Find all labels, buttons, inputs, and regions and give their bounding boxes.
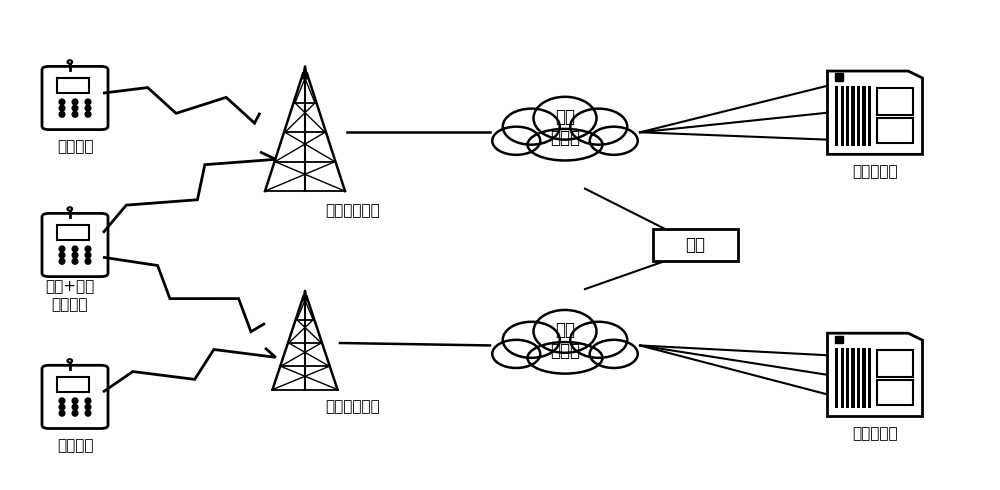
Ellipse shape (59, 99, 65, 105)
Ellipse shape (59, 404, 65, 410)
Ellipse shape (72, 105, 78, 111)
Ellipse shape (85, 411, 91, 416)
Ellipse shape (503, 109, 560, 145)
Ellipse shape (59, 246, 65, 252)
Text: 宽带调度台: 宽带调度台 (852, 164, 898, 179)
Ellipse shape (570, 322, 627, 358)
Bar (877, 350, 913, 377)
Polygon shape (828, 71, 922, 154)
Text: 宽带集群基站: 宽带集群基站 (325, 203, 380, 219)
Bar (652, 229, 738, 261)
Ellipse shape (492, 127, 540, 155)
Ellipse shape (72, 404, 78, 410)
Bar (877, 88, 913, 115)
Bar (835, 86, 838, 146)
Bar (841, 86, 844, 146)
Ellipse shape (85, 398, 91, 404)
Text: 宽带终端: 宽带终端 (57, 140, 93, 155)
Bar (846, 86, 849, 146)
Bar (57, 225, 89, 241)
Ellipse shape (528, 342, 602, 373)
Ellipse shape (85, 246, 91, 252)
Ellipse shape (528, 129, 602, 161)
Ellipse shape (72, 259, 78, 264)
Bar (862, 348, 866, 408)
Ellipse shape (59, 398, 65, 404)
Ellipse shape (59, 259, 65, 264)
Ellipse shape (85, 112, 91, 117)
Ellipse shape (72, 398, 78, 404)
Bar (835, 336, 843, 343)
Ellipse shape (85, 99, 91, 105)
Bar (851, 86, 855, 146)
Ellipse shape (85, 259, 91, 264)
Text: 窄带终端: 窄带终端 (57, 439, 93, 454)
Ellipse shape (590, 127, 638, 155)
Text: 窄带
核心网: 窄带 核心网 (550, 321, 580, 360)
Bar (57, 377, 89, 392)
Ellipse shape (85, 252, 91, 258)
Text: 网关: 网关 (685, 236, 705, 254)
Text: 宽带
核心网: 宽带 核心网 (550, 108, 580, 147)
Bar (857, 86, 860, 146)
Text: 窄带调度台: 窄带调度台 (852, 426, 898, 441)
Bar (868, 86, 871, 146)
Bar (835, 348, 838, 408)
Ellipse shape (503, 322, 560, 358)
Ellipse shape (72, 99, 78, 105)
Bar (851, 348, 855, 408)
Ellipse shape (72, 252, 78, 258)
Ellipse shape (72, 411, 78, 416)
Bar (57, 78, 89, 94)
Ellipse shape (570, 109, 627, 145)
Ellipse shape (67, 60, 72, 64)
Bar (835, 74, 843, 81)
Bar (857, 348, 860, 408)
Ellipse shape (534, 310, 596, 353)
FancyBboxPatch shape (42, 214, 108, 276)
Bar (862, 86, 866, 146)
Bar (877, 380, 913, 405)
Bar (868, 348, 871, 408)
Bar (846, 348, 849, 408)
Ellipse shape (72, 246, 78, 252)
Ellipse shape (59, 411, 65, 416)
Ellipse shape (67, 207, 72, 211)
Ellipse shape (67, 359, 72, 363)
Ellipse shape (59, 112, 65, 117)
Text: 宽带+窄带
双模终端: 宽带+窄带 双模终端 (45, 279, 95, 312)
Bar (877, 118, 913, 143)
Text: 窄带集群基站: 窄带集群基站 (325, 399, 380, 415)
Ellipse shape (85, 105, 91, 111)
FancyBboxPatch shape (42, 366, 108, 428)
Ellipse shape (534, 97, 596, 140)
FancyBboxPatch shape (42, 66, 108, 129)
Ellipse shape (85, 404, 91, 410)
Ellipse shape (590, 340, 638, 368)
Ellipse shape (72, 112, 78, 117)
Bar (841, 348, 844, 408)
Ellipse shape (59, 105, 65, 111)
Ellipse shape (492, 340, 540, 368)
Ellipse shape (59, 252, 65, 258)
Polygon shape (828, 333, 922, 416)
